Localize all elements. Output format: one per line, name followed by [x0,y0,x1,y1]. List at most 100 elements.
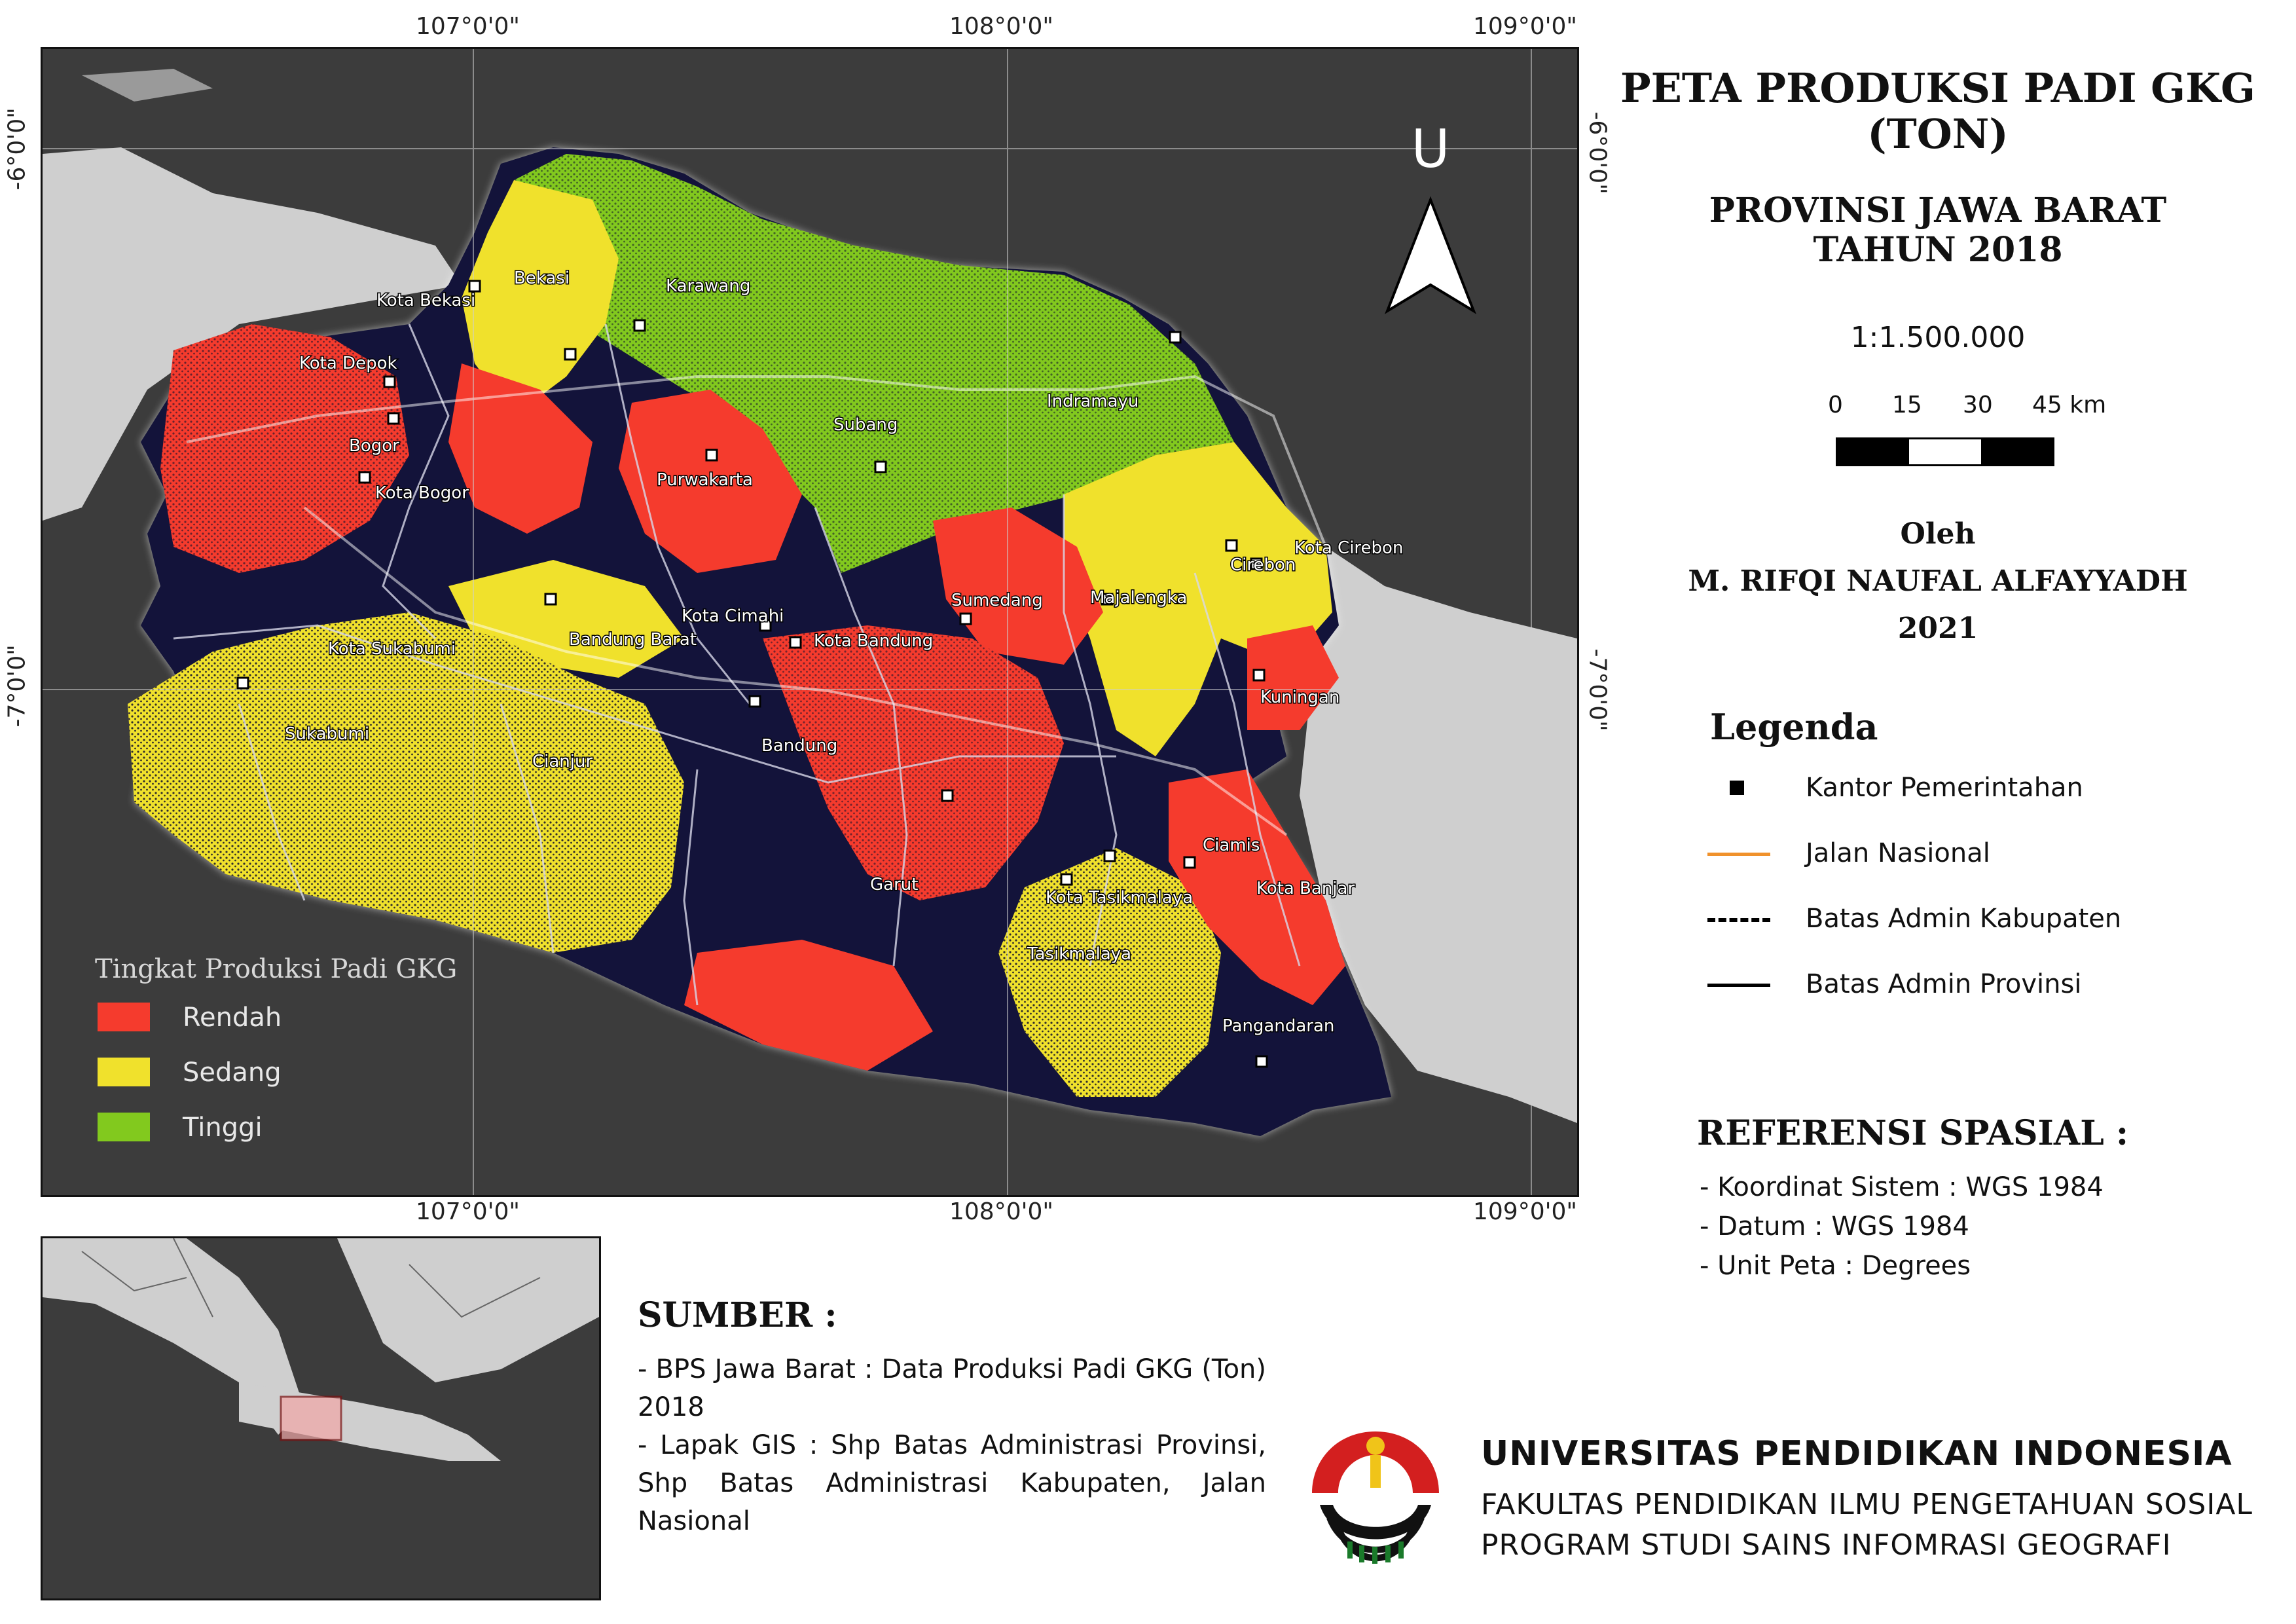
orange-line-icon [1707,853,1770,856]
legend-title: Legenda [1710,706,1878,748]
zone-rendah-purwakarta [619,390,802,573]
svg-text:Tingkat Produksi Padi GKG: Tingkat Produksi Padi GKG [95,954,457,984]
map-subtitle-line1: PROVINSI JAWA BARAT [1709,191,2167,231]
place-label: Kota Tasikmalaya [1046,888,1193,908]
place-label: Bogor [349,436,399,456]
legend-swatch-tinggi [98,1113,150,1141]
source-item: - Lapak GIS : Shp Batas Administrasi Pro… [638,1430,1266,1536]
legend-swatch-sedang [98,1058,150,1086]
place-label: Bandung Barat [569,630,697,650]
source-title: SUMBER : [638,1295,837,1335]
svg-text:Rendah: Rendah [183,1003,282,1033]
author-year: 2021 [1897,612,1978,645]
map-subtitle: PROVINSI JAWA BARAT TAHUN 2018 [1611,191,2265,270]
place-label: Tasikmalaya [1027,944,1131,964]
university-name: UNIVERSITAS PENDIDIKAN INDONESIA [1481,1434,2232,1473]
program-name: PROGRAM STUDI SAINS INFOMRASI GEOGRAFI [1481,1528,2172,1562]
square-marker-icon [1730,781,1744,795]
place-label: Purwakarta [657,470,753,490]
faculty-name: FAKULTAS PENDIDIKAN ILMU PENGETAHUAN SOS… [1481,1488,2253,1521]
place-label: Pangandaran [1222,1016,1334,1036]
place-label: Subang [833,415,898,435]
place-label: Cirebon [1230,555,1296,575]
map-title-line1: PETA PRODUKSI PADI GKG [1620,64,2255,112]
place-label: Cianjur [532,752,592,771]
scale-tick: 45 km [2032,392,2107,418]
svg-text:Tinggi: Tinggi [182,1113,263,1143]
islands [82,69,213,101]
place-label: Kuningan [1260,688,1339,707]
spatial-reference-title: REFERENSI SPASIAL : [1697,1113,2129,1153]
zone-rendah-garut-south [684,940,933,1071]
scale-ratio: 1:1.500.000 [1850,321,2026,354]
lon-label-bottom-1: 107°0'0" [416,1198,520,1225]
place-label: Ciamis [1203,836,1260,855]
spatial-reference-item: - Unit Peta : Degrees [1700,1251,1971,1281]
lon-label-top-1: 107°0'0" [416,13,520,40]
main-map[interactable]: Bekasi Kota Bekasi Karawang Kota Depok B… [41,47,1579,1197]
lat-label-left-1: -6°0'0" [3,107,31,191]
zone-sedang-bekasi [462,180,619,416]
place-label: Indramayu [1047,392,1139,411]
place-label: Kota Cimahi [682,606,784,626]
central-java-land [1300,547,1577,1123]
legend-swatch-rendah [98,1003,150,1031]
lat-label-right-2: -7°0'0" [1584,648,1611,731]
place-label: Garut [870,875,918,895]
upi-logo-icon [1312,1431,1439,1564]
source-body: - BPS Jawa Barat : Data Produksi Padi GK… [638,1350,1266,1540]
production-legend: Tingkat Produksi Padi GKG Rendah Sedang … [95,954,457,1143]
place-label: Kota Sukabumi [328,639,456,659]
place-label: Kota Cirebon [1294,538,1403,558]
zone-rendah-bogor-east [448,363,592,534]
dashed-line-icon [1707,918,1770,922]
source-item: - BPS Jawa Barat : Data Produksi Padi GK… [638,1354,1266,1422]
banten-land [43,147,462,521]
place-label: Kota Banjar [1256,879,1355,898]
scale-tick: 0 [1828,392,1843,418]
place-label: Kota Bekasi [376,291,475,310]
place-labels: Bekasi Kota Bekasi Karawang Kota Depok B… [284,268,1404,1037]
government-offices [236,280,1268,1068]
author-by: Oleh [1900,517,1976,551]
graticule [43,49,1577,1195]
north-arrow-icon: U [1385,119,1476,314]
lon-label-top-2: 108°0'0" [949,13,1053,40]
place-label: Majalengka [1090,588,1187,608]
author-block: Oleh M. RIFQI NAUFAL ALFAYYADH 2021 [1611,511,2265,652]
place-label: Sumedang [951,591,1043,610]
main-map-svg: Bekasi Kota Bekasi Karawang Kota Depok B… [43,49,1577,1195]
map-subtitle-line2: TAHUN 2018 [1813,230,2063,270]
map-title: PETA PRODUKSI PADI GKG (TON) [1611,65,2265,157]
zone-sedang-cirebon [1064,442,1332,756]
svg-text:U: U [1412,119,1450,179]
svg-text:Sedang: Sedang [183,1058,282,1088]
inset-map-svg [43,1238,599,1598]
place-label: Kota Bandung [814,631,933,651]
spatial-reference-item: - Koordinat Sistem : WGS 1984 [1700,1172,2104,1202]
place-label: Sukabumi [285,724,369,744]
national-road [186,375,1327,836]
zone-rendah-kuningan [1247,625,1339,730]
zone-rendah-ciamis [1169,769,1345,1005]
scale-tick: 15 [1892,392,1922,418]
lat-label-left-2: -7°0'0" [3,644,31,728]
scale-bar [1836,437,2054,466]
inset-map[interactable] [41,1236,601,1600]
lat-label-right-1: -6°0'0" [1584,111,1611,194]
place-label: Karawang [666,276,750,296]
scale-tick: 30 [1963,392,1993,418]
place-label: Bandung [761,736,837,756]
place-label: Bekasi [514,268,570,288]
place-label: Kota Depok [299,354,397,373]
lon-label-top-3: 109°0'0" [1473,13,1577,40]
lon-label-bottom-2: 108°0'0" [949,1198,1053,1225]
inset-area-highlight [280,1395,342,1441]
place-label: Kota Bogor [375,483,469,503]
lon-label-bottom-3: 109°0'0" [1473,1198,1577,1225]
inset-sumatra [43,1238,304,1435]
solid-line-icon [1707,984,1770,987]
inset-kalimantan [337,1238,599,1382]
map-title-line2: (TON) [1867,110,2009,158]
spatial-reference-item: - Datum : WGS 1984 [1700,1211,1969,1242]
